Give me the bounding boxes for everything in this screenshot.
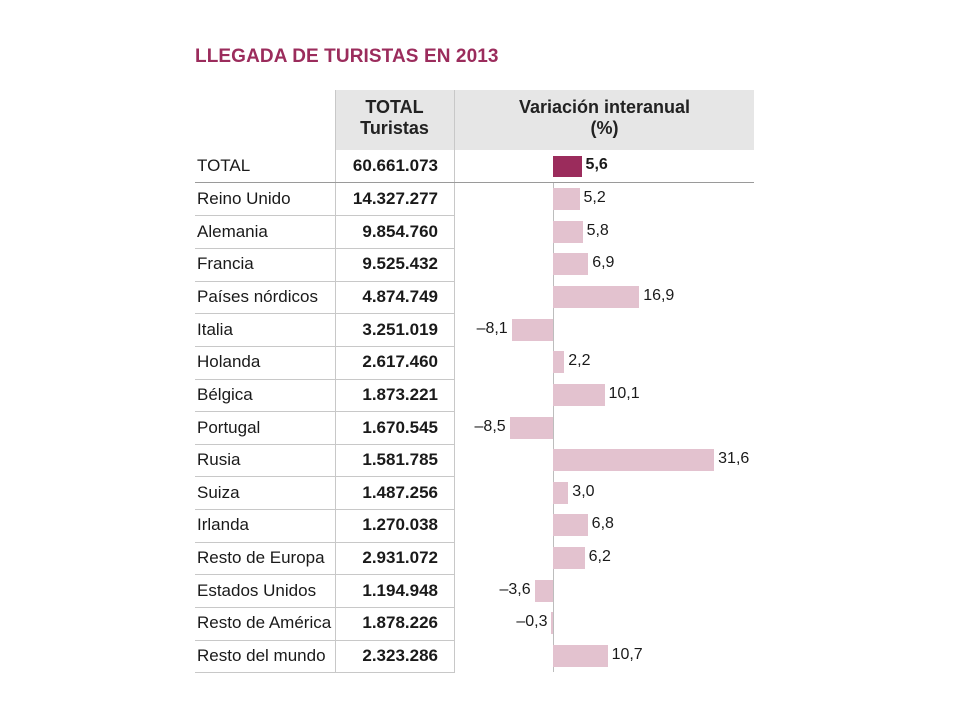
row-divider — [195, 607, 455, 608]
row-divider — [195, 379, 455, 380]
row-total-tourists: 1.670.545 — [362, 418, 438, 437]
row-divider — [195, 411, 455, 412]
variation-label: 6,8 — [591, 515, 614, 532]
header-variation-line2: (%) — [590, 118, 619, 138]
row-label: Italia — [197, 320, 233, 339]
chart-title: LLEGADA DE TURISTAS EN 2013 — [195, 46, 499, 67]
row-label: Reino Unido — [197, 189, 291, 208]
variation-bar — [553, 449, 715, 471]
variation-label: 6,9 — [592, 254, 615, 271]
row-total-tourists: 14.327.277 — [352, 189, 438, 208]
row-divider — [195, 444, 455, 445]
variation-label: 5,2 — [583, 189, 606, 206]
row-divider — [195, 215, 455, 216]
variation-bar — [553, 221, 583, 243]
row-label: Holanda — [197, 352, 261, 371]
row-label: Rusia — [197, 450, 241, 469]
row-label: Bélgica — [197, 385, 253, 404]
row-label: Resto de Europa — [197, 548, 325, 567]
variation-bar — [553, 482, 569, 504]
variation-label: 10,7 — [611, 646, 643, 663]
variation-label: –8,5 — [474, 418, 506, 435]
header-total-line1: TOTAL — [365, 97, 424, 117]
variation-bar — [511, 319, 553, 341]
total-bar — [553, 156, 582, 177]
variation-label: 6,2 — [588, 548, 611, 565]
column-divider — [454, 90, 455, 673]
variation-bar — [553, 351, 565, 373]
variation-label: 16,9 — [643, 287, 675, 304]
row-total-tourists: 9.854.760 — [362, 222, 438, 241]
row-total-tourists: 2.617.460 — [362, 352, 438, 371]
variation-label: –0,3 — [516, 613, 548, 630]
row-total-tourists: 1.270.038 — [362, 515, 438, 534]
variation-bar — [553, 547, 585, 569]
header-total-line2: Turistas — [360, 118, 429, 138]
row-total-tourists: 2.931.072 — [362, 548, 438, 567]
row-total-tourists: 1.487.256 — [362, 483, 438, 502]
variation-bar — [553, 188, 580, 210]
row-divider — [195, 574, 455, 575]
row-label: Países nórdicos — [197, 287, 318, 306]
row-label: Suiza — [197, 483, 240, 502]
row-label: Irlanda — [197, 515, 249, 534]
row-total-tourists: 9.525.432 — [362, 254, 438, 273]
row-total-tourists: 2.323.286 — [362, 646, 438, 665]
variation-bar — [534, 580, 553, 602]
row-total-tourists: 1.878.226 — [362, 613, 438, 632]
header-variation-line1: Variación interanual — [518, 97, 691, 117]
variation-bar — [509, 417, 553, 439]
row-divider — [195, 476, 455, 477]
header-variation: Variación interanual (%) — [455, 97, 754, 139]
row-label: Estados Unidos — [197, 581, 317, 600]
row-divider — [195, 313, 455, 314]
row-divider — [195, 346, 455, 347]
row-label: Francia — [197, 254, 254, 273]
row-label: Resto de América — [197, 613, 332, 632]
row-label: Alemania — [197, 222, 268, 241]
row-divider — [195, 672, 455, 673]
row-total-tourists: 1.581.785 — [362, 450, 438, 469]
row-divider — [195, 509, 455, 510]
header-total-tourists: TOTAL Turistas — [335, 97, 454, 139]
variation-label: 5,6 — [585, 156, 608, 173]
row-total-tourists: 4.874.749 — [362, 287, 438, 306]
row-total-tourists: 60.661.073 — [352, 156, 438, 175]
variation-label: 10,1 — [608, 385, 640, 402]
row-total-tourists: 1.873.221 — [362, 385, 438, 404]
variation-label: 5,8 — [586, 222, 609, 239]
variation-bar — [551, 612, 553, 634]
row-divider — [195, 281, 455, 282]
row-total-tourists: 3.251.019 — [362, 320, 438, 339]
row-label: TOTAL — [197, 156, 251, 175]
table-header — [335, 90, 754, 150]
variation-label: –8,1 — [476, 320, 508, 337]
row-divider — [195, 248, 455, 249]
variation-bar — [553, 286, 640, 308]
variation-bar — [553, 253, 589, 275]
column-divider — [335, 90, 336, 673]
row-label: Resto del mundo — [197, 646, 326, 665]
variation-label: 2,2 — [568, 352, 591, 369]
variation-bar — [553, 514, 588, 536]
variation-bar — [553, 645, 608, 667]
variation-label: 3,0 — [572, 483, 595, 500]
variation-bar — [553, 384, 605, 406]
total-row-divider — [195, 182, 754, 183]
variation-label: 31,6 — [718, 450, 750, 467]
row-divider — [195, 640, 455, 641]
row-label: Portugal — [197, 418, 261, 437]
zero-baseline — [553, 182, 554, 673]
row-total-tourists: 1.194.948 — [362, 581, 438, 600]
variation-label: –3,6 — [499, 581, 531, 598]
row-divider — [195, 542, 455, 543]
